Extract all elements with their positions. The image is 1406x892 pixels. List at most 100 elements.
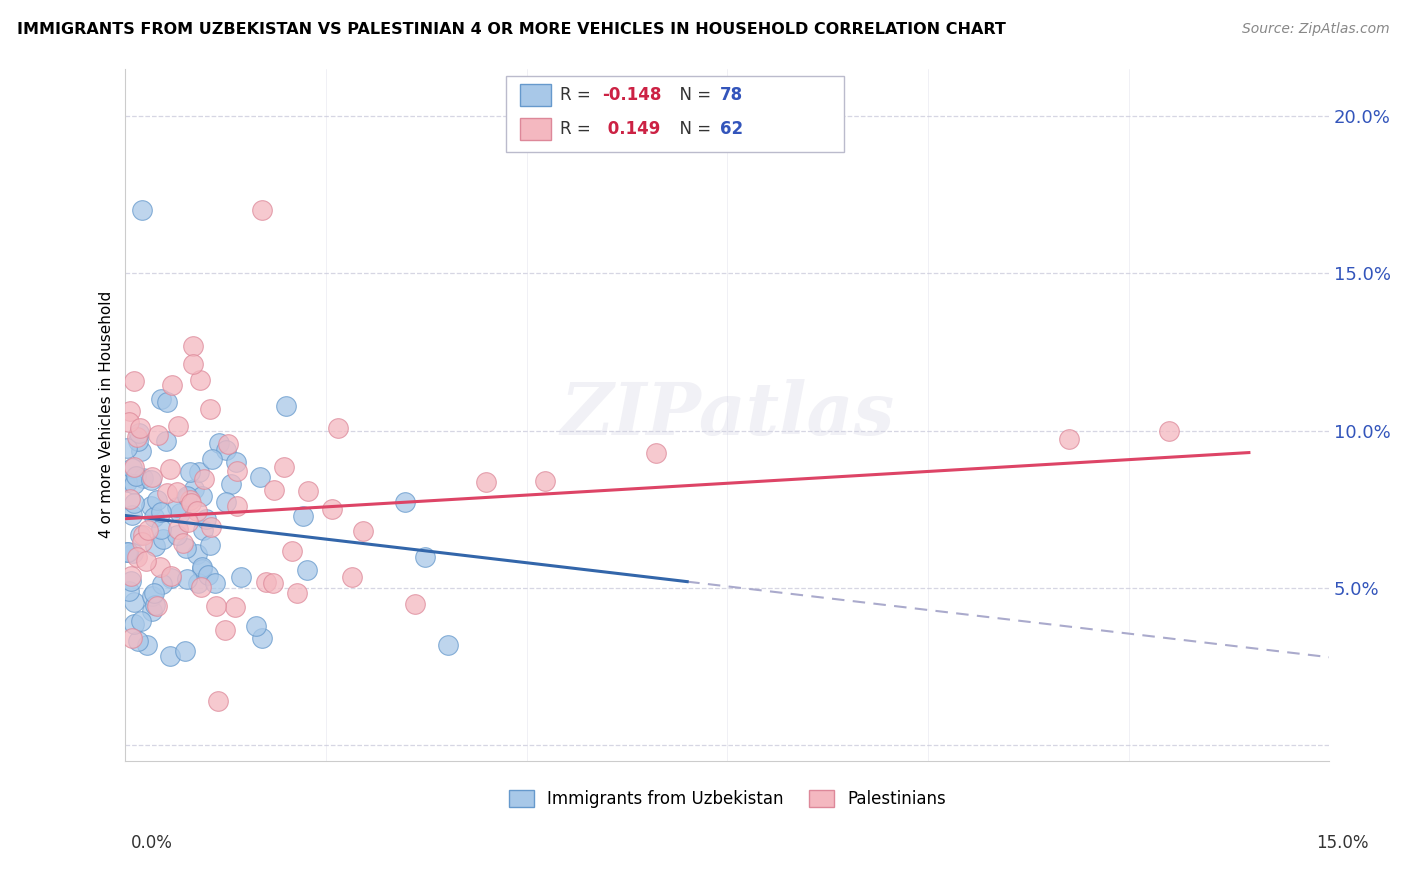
Point	[141, 604, 163, 618]
Point	[1157, 424, 1180, 438]
Point	[146, 427, 169, 442]
Text: 15.0%: 15.0%	[1316, 834, 1369, 852]
Point	[174, 541, 197, 555]
Text: N =: N =	[669, 120, 717, 138]
Point	[193, 472, 215, 486]
Point	[297, 483, 319, 498]
Point	[195, 512, 218, 526]
Point	[142, 586, 165, 600]
Point	[181, 338, 204, 352]
Point	[204, 575, 226, 590]
Point	[217, 437, 239, 451]
Point	[120, 568, 142, 582]
Point	[118, 491, 141, 506]
Point	[226, 464, 249, 478]
Point	[179, 466, 201, 480]
Legend: Immigrants from Uzbekistan, Palestinians: Immigrants from Uzbekistan, Palestinians	[502, 783, 952, 815]
Point	[127, 634, 149, 648]
Point	[117, 544, 139, 558]
Point	[328, 420, 350, 434]
Point	[135, 554, 157, 568]
Text: -0.148: -0.148	[602, 87, 661, 104]
Point	[122, 374, 145, 388]
Point	[166, 500, 188, 515]
Point	[533, 474, 555, 488]
Point	[124, 476, 146, 491]
Point	[181, 357, 204, 371]
Point	[156, 394, 179, 409]
Point	[321, 502, 343, 516]
Point	[159, 648, 181, 663]
Point	[129, 421, 152, 435]
Point	[177, 490, 200, 504]
Point	[159, 569, 181, 583]
Point	[160, 377, 183, 392]
Point	[129, 443, 152, 458]
Point	[159, 462, 181, 476]
Y-axis label: 4 or more Vehicles in Household: 4 or more Vehicles in Household	[100, 291, 114, 539]
Point	[117, 475, 139, 489]
Point	[155, 434, 177, 449]
Point	[129, 614, 152, 628]
Point	[413, 550, 436, 565]
Point	[143, 510, 166, 524]
Text: IMMIGRANTS FROM UZBEKISTAN VS PALESTINIAN 4 OR MORE VEHICLES IN HOUSEHOLD CORREL: IMMIGRANTS FROM UZBEKISTAN VS PALESTINIA…	[17, 22, 1005, 37]
Point	[200, 402, 222, 417]
Point	[120, 574, 142, 589]
Point	[229, 570, 252, 584]
Point	[249, 470, 271, 484]
Point	[214, 624, 236, 638]
Point	[141, 469, 163, 483]
Point	[118, 583, 141, 598]
Point	[143, 539, 166, 553]
Text: ZIPatlas: ZIPatlas	[560, 379, 894, 450]
Point	[394, 495, 416, 509]
Text: 62: 62	[720, 120, 742, 138]
Point	[136, 524, 159, 538]
Point	[191, 560, 214, 574]
Point	[124, 496, 146, 510]
Point	[145, 598, 167, 612]
Point	[145, 492, 167, 507]
Point	[122, 545, 145, 559]
Point	[149, 560, 172, 574]
Point	[224, 600, 246, 615]
Point	[150, 392, 173, 406]
Point	[180, 496, 202, 510]
Text: R =: R =	[560, 87, 596, 104]
Point	[291, 508, 314, 523]
Point	[191, 489, 214, 503]
Point	[225, 455, 247, 469]
Point	[125, 469, 148, 483]
Point	[437, 638, 460, 652]
Point	[254, 575, 277, 590]
Point	[263, 483, 285, 498]
Text: 0.149: 0.149	[602, 120, 661, 138]
Point	[124, 617, 146, 632]
Point	[187, 575, 209, 590]
Point	[159, 571, 181, 585]
Point	[273, 460, 295, 475]
Point	[252, 631, 274, 645]
Point	[405, 597, 427, 611]
Point	[340, 570, 363, 584]
Point	[197, 567, 219, 582]
Point	[152, 532, 174, 546]
Point	[285, 585, 308, 599]
Text: 0.0%: 0.0%	[131, 834, 173, 852]
Point	[118, 404, 141, 418]
Point	[169, 506, 191, 520]
Point	[141, 590, 163, 604]
Point	[215, 495, 238, 509]
Point	[200, 519, 222, 533]
Point	[174, 644, 197, 658]
Point	[128, 528, 150, 542]
Point	[131, 535, 153, 549]
Point	[187, 465, 209, 479]
Point	[131, 203, 153, 218]
Text: Source: ZipAtlas.com: Source: ZipAtlas.com	[1241, 22, 1389, 37]
Point	[183, 483, 205, 497]
Point	[190, 580, 212, 594]
Point	[146, 599, 169, 613]
Point	[352, 524, 374, 539]
